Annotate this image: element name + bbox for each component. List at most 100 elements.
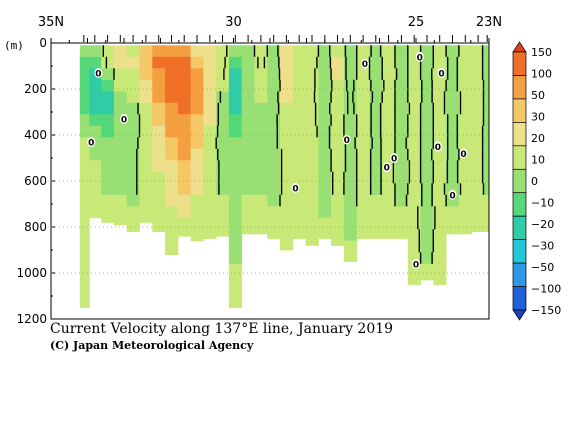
- velocity-cell: [331, 91, 345, 104]
- velocity-cell: [292, 91, 306, 104]
- velocity-cell: [139, 148, 153, 161]
- velocity-cell: [177, 125, 191, 138]
- velocity-cell: [228, 183, 243, 196]
- velocity-cell: [267, 45, 281, 58]
- velocity-cell: [407, 148, 421, 161]
- velocity-cell: [407, 79, 421, 92]
- velocity-cell: [407, 91, 421, 104]
- velocity-cell: [369, 91, 383, 104]
- velocity-cell: [139, 137, 153, 150]
- velocity-cell: [241, 148, 255, 161]
- velocity-cell: [203, 148, 217, 161]
- velocity-cell: [280, 68, 294, 81]
- velocity-cell: [101, 183, 115, 196]
- velocity-cell: [343, 183, 358, 196]
- contour-lines: [102, 45, 485, 264]
- velocity-cell: [254, 125, 268, 138]
- velocity-cell: [382, 217, 396, 230]
- velocity-cell: [203, 194, 217, 207]
- velocity-cell: [331, 45, 345, 58]
- velocity-cell: [165, 137, 179, 150]
- velocity-cell: [254, 206, 268, 219]
- velocity-cell: [126, 56, 140, 69]
- velocity-cell: [420, 229, 434, 242]
- velocity-cell: [382, 229, 396, 239]
- velocity-cell: [433, 275, 447, 285]
- velocity-cell: [395, 45, 409, 58]
- velocity-cell: [241, 102, 255, 115]
- velocity-cell: [356, 91, 370, 104]
- velocity-cell: [267, 183, 281, 196]
- velocity-cell: [101, 91, 115, 104]
- velocity-cell: [177, 183, 191, 196]
- velocity-cell: [126, 183, 140, 196]
- velocity-cell: [343, 114, 358, 127]
- velocity-cell: [407, 45, 421, 58]
- velocity-cell: [267, 148, 281, 161]
- velocity-cell: [318, 183, 332, 196]
- velocity-cell: [101, 114, 115, 127]
- velocity-cell: [331, 217, 345, 230]
- y-tick-label: 600: [24, 174, 47, 188]
- velocity-cell: [482, 102, 490, 115]
- velocity-cell: [395, 56, 409, 69]
- velocity-cell: [343, 125, 358, 138]
- velocity-cell: [267, 125, 281, 138]
- velocity-cell: [177, 45, 191, 58]
- velocity-cell: [471, 125, 483, 138]
- velocity-cell: [79, 252, 90, 265]
- velocity-cell: [228, 240, 243, 253]
- velocity-cell: [165, 114, 179, 127]
- velocity-cell: [101, 56, 115, 69]
- velocity-cell: [228, 68, 243, 81]
- velocity-cell: [280, 160, 294, 173]
- velocity-cell: [126, 206, 140, 219]
- velocity-cell: [89, 45, 102, 58]
- velocity-cell: [228, 79, 243, 92]
- velocity-cell: [395, 183, 409, 196]
- velocity-cell: [395, 68, 409, 81]
- velocity-cell: [216, 206, 230, 219]
- velocity-cell: [79, 45, 90, 58]
- velocity-cell: [292, 56, 306, 69]
- velocity-cell: [433, 102, 447, 115]
- velocity-cell: [356, 229, 370, 239]
- contour-label: 0: [88, 138, 94, 148]
- velocity-cell: [190, 194, 204, 207]
- velocity-cell: [228, 275, 243, 288]
- velocity-cell: [369, 194, 383, 207]
- velocity-cell: [407, 160, 421, 173]
- velocity-cell: [101, 125, 115, 138]
- velocity-cell: [471, 148, 483, 161]
- velocity-cell: [228, 102, 243, 115]
- velocity-cell: [343, 137, 358, 150]
- velocity-cell: [420, 275, 434, 281]
- velocity-cell: [458, 206, 473, 219]
- velocity-cell: [216, 45, 230, 58]
- velocity-cell: [343, 45, 358, 58]
- velocity-cell: [331, 114, 345, 127]
- velocity-cell: [382, 148, 396, 161]
- velocity-cell: [446, 137, 460, 150]
- velocity-cell: [190, 160, 204, 173]
- velocity-cell: [471, 183, 483, 196]
- velocity-cell: [318, 79, 332, 92]
- velocity-cell: [241, 137, 255, 150]
- velocity-cell: [458, 114, 473, 127]
- velocity-cell: [331, 160, 345, 173]
- velocity-cell: [482, 194, 490, 207]
- velocity-cell: [267, 217, 281, 230]
- velocity-cell: [280, 114, 294, 127]
- velocity-cell: [190, 45, 204, 58]
- velocity-cell: [114, 194, 128, 207]
- velocity-cell: [228, 45, 243, 58]
- velocity-cell: [79, 114, 90, 127]
- velocity-cell: [356, 183, 370, 196]
- velocity-cell: [216, 171, 230, 184]
- velocity-cell: [152, 194, 166, 207]
- y-tick-label: 800: [24, 220, 47, 234]
- velocity-cell: [407, 217, 421, 230]
- velocity-cell: [458, 160, 473, 173]
- velocity-cell: [369, 148, 383, 161]
- velocity-cell: [292, 102, 306, 115]
